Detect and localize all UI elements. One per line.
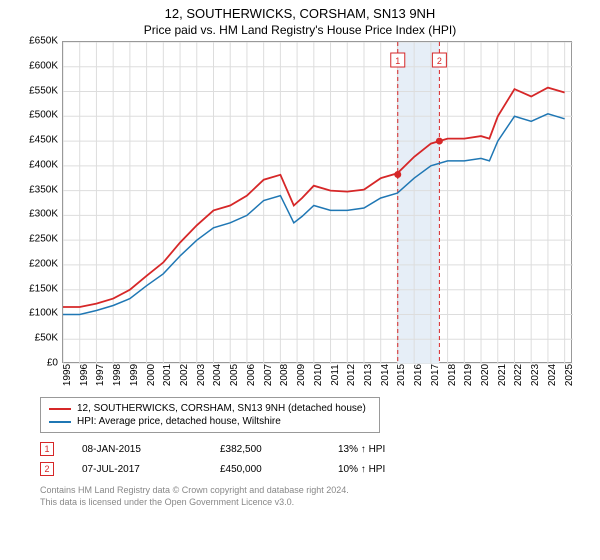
sale-date: 08-JAN-2015: [82, 444, 192, 455]
sale-delta: 13% ↑ HPI: [338, 444, 385, 455]
y-tick-label: £550K: [29, 85, 58, 96]
x-tick-label: 2019: [463, 364, 474, 386]
legend-item: 12, SOUTHERWICKS, CORSHAM, SN13 9NH (det…: [49, 402, 371, 415]
x-tick-label: 2022: [513, 364, 524, 386]
y-tick-label: £500K: [29, 110, 58, 121]
x-tick-label: 2018: [447, 364, 458, 386]
svg-text:1: 1: [395, 56, 400, 66]
chart-svg: 12: [63, 42, 573, 364]
x-tick-label: 2009: [296, 364, 307, 386]
legend: 12, SOUTHERWICKS, CORSHAM, SN13 9NH (det…: [40, 397, 380, 433]
x-tick-label: 2015: [396, 364, 407, 386]
y-tick-label: £350K: [29, 184, 58, 195]
x-tick-label: 1995: [62, 364, 73, 386]
sale-delta: 10% ↑ HPI: [338, 464, 385, 475]
sale-price: £450,000: [220, 464, 310, 475]
x-tick-label: 2023: [530, 364, 541, 386]
legend-label: HPI: Average price, detached house, Wilt…: [77, 416, 281, 427]
page-title: 12, SOUTHERWICKS, CORSHAM, SN13 9NH: [0, 0, 600, 21]
attribution-line: Contains HM Land Registry data © Crown c…: [40, 485, 600, 497]
legend-label: 12, SOUTHERWICKS, CORSHAM, SN13 9NH (det…: [77, 403, 366, 414]
x-tick-label: 2013: [363, 364, 374, 386]
attribution-line: This data is licensed under the Open Gov…: [40, 497, 600, 509]
sale-row: 1 08-JAN-2015 £382,500 13% ↑ HPI: [40, 439, 600, 459]
x-tick-label: 2024: [547, 364, 558, 386]
y-tick-label: £250K: [29, 234, 58, 245]
sale-price: £382,500: [220, 444, 310, 455]
x-tick-label: 2000: [146, 364, 157, 386]
x-tick-label: 2001: [162, 364, 173, 386]
x-tick-label: 2012: [346, 364, 357, 386]
x-tick-label: 2008: [279, 364, 290, 386]
page-subtitle: Price paid vs. HM Land Registry's House …: [0, 21, 600, 41]
x-tick-label: 2017: [430, 364, 441, 386]
sale-marker: 1: [40, 442, 54, 456]
x-tick-label: 1997: [95, 364, 106, 386]
x-tick-label: 2005: [229, 364, 240, 386]
x-tick-label: 1998: [112, 364, 123, 386]
x-tick-label: 2016: [413, 364, 424, 386]
x-tick-label: 2002: [179, 364, 190, 386]
y-tick-label: £400K: [29, 159, 58, 170]
sale-date: 07-JUL-2017: [82, 464, 192, 475]
y-tick-label: £300K: [29, 209, 58, 220]
x-tick-label: 2021: [497, 364, 508, 386]
x-tick-label: 2025: [564, 364, 575, 386]
y-tick-label: £650K: [29, 36, 58, 47]
sale-row: 2 07-JUL-2017 £450,000 10% ↑ HPI: [40, 459, 600, 479]
x-tick-label: 2003: [196, 364, 207, 386]
sales-table: 1 08-JAN-2015 £382,500 13% ↑ HPI 2 07-JUL-201…: [40, 439, 600, 479]
x-tick-label: 2011: [330, 364, 341, 386]
plot-area: 12: [62, 41, 572, 363]
y-tick-label: £150K: [29, 283, 58, 294]
svg-text:2: 2: [437, 56, 442, 66]
x-tick-label: 2014: [380, 364, 391, 386]
y-tick-label: £200K: [29, 258, 58, 269]
legend-item: HPI: Average price, detached house, Wilt…: [49, 415, 371, 428]
y-tick-label: £600K: [29, 60, 58, 71]
x-tick-label: 1996: [79, 364, 90, 386]
x-tick-label: 1999: [129, 364, 140, 386]
y-tick-label: £100K: [29, 308, 58, 319]
y-tick-label: £50K: [35, 333, 58, 344]
x-tick-label: 2020: [480, 364, 491, 386]
y-tick-label: £0: [47, 358, 58, 369]
x-tick-label: 2004: [212, 364, 223, 386]
x-tick-label: 2006: [246, 364, 257, 386]
x-tick-label: 2007: [263, 364, 274, 386]
x-tick-label: 2010: [313, 364, 324, 386]
sale-marker: 2: [40, 462, 54, 476]
attribution: Contains HM Land Registry data © Crown c…: [40, 485, 600, 508]
y-tick-label: £450K: [29, 135, 58, 146]
legend-swatch: [49, 421, 71, 423]
price-chart: 12 £0£50K£100K£150K£200K£250K£300K£350K£…: [20, 41, 580, 391]
legend-swatch: [49, 408, 71, 410]
